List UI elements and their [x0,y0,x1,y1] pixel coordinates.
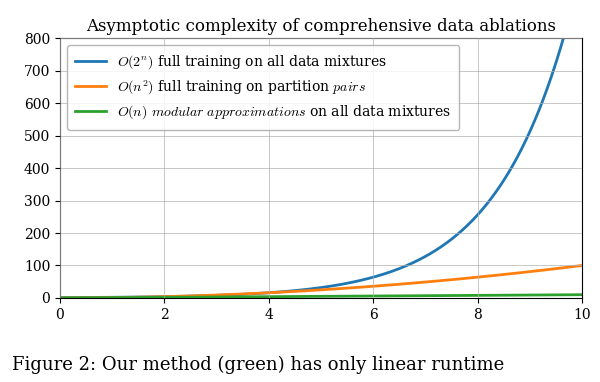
Text: Figure 2: Our method (green) has only linear runtime: Figure 2: Our method (green) has only li… [12,355,504,374]
Legend: $O(2^n)$ full training on all data mixtures, $O(n^2)$ full training on partition: $O(2^n)$ full training on all data mixtu… [67,45,460,129]
Title: Asymptotic complexity of comprehensive data ablations: Asymptotic complexity of comprehensive d… [86,18,556,35]
